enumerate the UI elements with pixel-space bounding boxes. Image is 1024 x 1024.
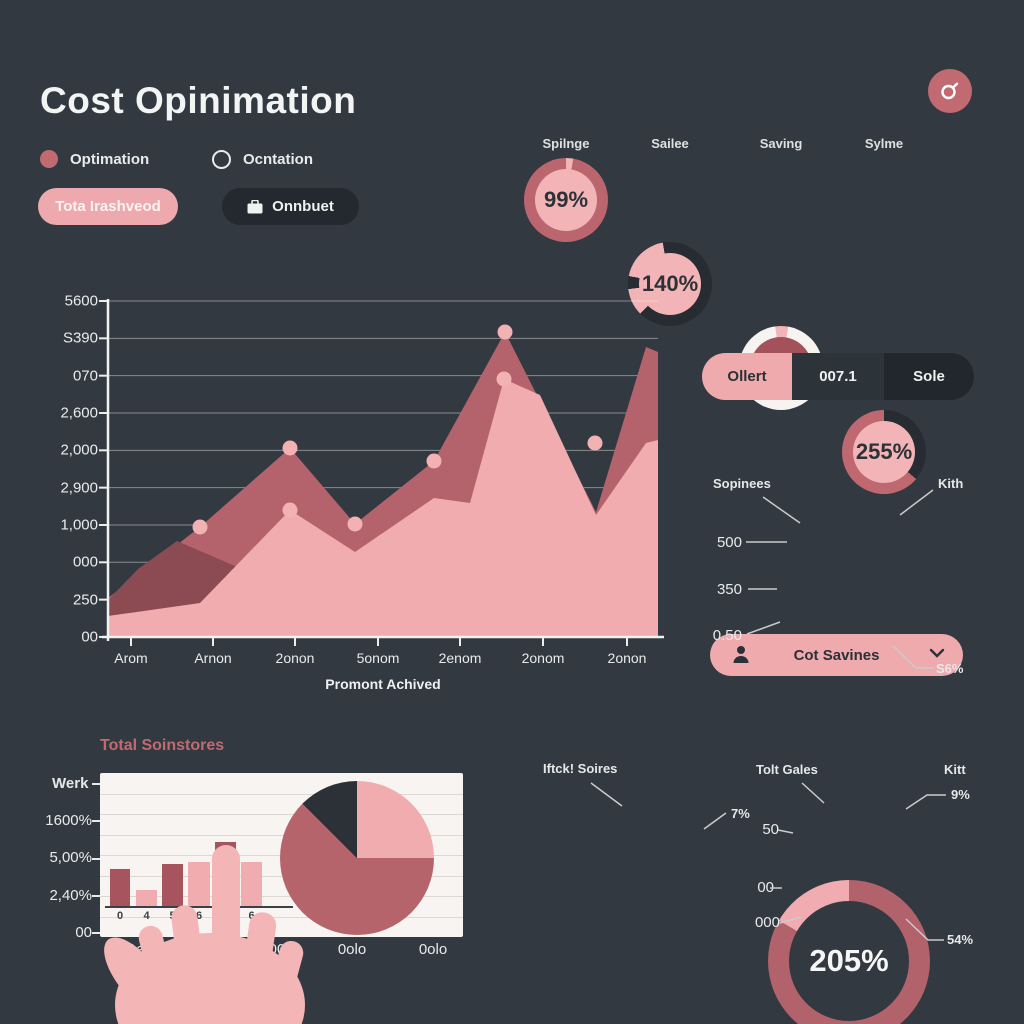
x-tick: 2onon — [607, 650, 647, 666]
donut-callout: 7% — [731, 806, 750, 821]
area-chart-plot — [99, 299, 664, 646]
legend-label: Optimation — [70, 150, 150, 168]
y-tick: 070 — [72, 367, 98, 385]
bar-label: 6 — [195, 910, 203, 922]
segment-0071[interactable]: 007.1 — [792, 353, 884, 400]
onnbuet-button[interactable]: Onnbuet — [222, 188, 359, 225]
person-icon — [732, 645, 750, 664]
gauge-spilnge: 99% — [524, 158, 608, 242]
gauge-sylme: 255% — [842, 410, 926, 494]
total-button[interactable]: Tota Irashveod — [38, 188, 178, 225]
data-point — [282, 502, 298, 518]
gauge-value: 140% — [641, 271, 699, 296]
y-axis-top-label: Werk — [52, 775, 89, 792]
hand-cursor — [104, 845, 305, 1024]
donut-tick: 0.50 — [712, 627, 742, 644]
gauge-label: Sylme — [864, 136, 904, 151]
gauge-label: Spilnge — [542, 136, 590, 151]
x-tick: Arnon — [194, 650, 232, 666]
segment-ollert[interactable]: Ollert — [702, 353, 792, 400]
y-tick: 1,000 — [60, 516, 98, 534]
data-point — [496, 371, 512, 387]
donut-tick: 500 — [716, 534, 742, 551]
outline-dot-icon — [212, 150, 231, 169]
gauge-sailee: 140% — [628, 242, 712, 326]
legend-item-optimation[interactable]: Optimation — [40, 150, 149, 168]
donut-callout: S6% — [936, 661, 964, 676]
x-tick: 2onom — [521, 650, 565, 666]
gauge-value: 99% — [543, 187, 589, 212]
filled-dot-icon — [40, 150, 58, 168]
x-tick: 0olo — [337, 941, 367, 958]
y-tick: 2,40% — [49, 887, 92, 904]
data-point — [347, 516, 363, 532]
bar-label: 0 — [116, 910, 124, 922]
donut-tick: 000 — [754, 914, 780, 931]
donut-label: Iftck! Soires — [543, 761, 618, 776]
section-title: Total Soinstores — [100, 737, 225, 754]
savings-donut-chart: 205% — [768, 880, 930, 1024]
y-tick: 5600 — [64, 292, 98, 310]
bar-label: 4 — [143, 910, 150, 922]
legend-item-ocntation[interactable]: Ocntation — [212, 150, 313, 169]
data-point — [192, 519, 208, 535]
bar — [188, 862, 210, 906]
y-tick: 1600% — [45, 812, 92, 829]
y-tick: 250 — [72, 591, 98, 609]
y-tick: 2,000 — [60, 441, 98, 459]
donut-label-left: Sopinees — [713, 476, 771, 491]
segmented-control: Ollert 007.1 Sole — [702, 353, 974, 400]
x-tick: 2onon — [275, 650, 315, 666]
donut-label: Tolt Gales — [756, 762, 818, 777]
donut-tick: 00 — [757, 879, 774, 896]
bar-pie-panel: 04566 — [100, 773, 463, 937]
search-icon — [939, 80, 961, 102]
pie-chart — [280, 781, 434, 935]
cot-savines-dropdown[interactable]: Cot Savines — [710, 634, 963, 676]
y-tick: 5,00% — [49, 849, 92, 866]
x-tick: 5onom — [356, 650, 400, 666]
x-tick: Arom — [114, 650, 148, 666]
series-lower-pink — [108, 379, 658, 637]
bar — [162, 864, 183, 906]
x-axis-title: Promont Achived — [325, 676, 441, 692]
gauge-label: Sailee — [651, 136, 689, 151]
data-point — [282, 440, 298, 456]
briefcase-icon — [247, 199, 263, 214]
bar — [110, 869, 130, 906]
legend-label: Ocntation — [243, 151, 313, 168]
donut-center-value: 205% — [809, 943, 889, 978]
x-tick: 0olo — [418, 941, 448, 958]
donut-callout-bottom: 54% — [947, 932, 974, 947]
bar — [241, 862, 262, 906]
donut-label-right: Kith — [938, 476, 964, 491]
dropdown-label: Cot Savines — [793, 646, 880, 664]
bar — [136, 890, 157, 906]
data-point — [426, 453, 442, 469]
bar-label: 6 — [248, 910, 255, 922]
y-tick: 2,600 — [60, 404, 98, 422]
search-button[interactable] — [928, 69, 972, 113]
x-tick: 2enom — [438, 650, 482, 666]
chevron-down-icon — [929, 648, 945, 658]
gauge-value: 255% — [855, 439, 913, 464]
donut-tick: 350 — [716, 581, 742, 598]
donut-tick: 50 — [762, 821, 779, 838]
page-title: Cost Opinimation — [40, 80, 357, 121]
gauge-label: Saving — [759, 136, 803, 151]
y-tick: 00 — [81, 628, 98, 646]
donut-label-right: Kitt — [944, 762, 966, 777]
bar-axis-line — [105, 906, 293, 908]
y-tick: 000 — [72, 553, 98, 571]
y-tick: 00 — [75, 924, 92, 941]
y-tick: 2,900 — [60, 479, 98, 497]
data-point — [497, 324, 513, 340]
segment-sole[interactable]: Sole — [884, 353, 974, 400]
y-tick: S390 — [62, 329, 98, 347]
donut-callout-top: 9% — [951, 787, 970, 802]
data-point — [587, 435, 603, 451]
